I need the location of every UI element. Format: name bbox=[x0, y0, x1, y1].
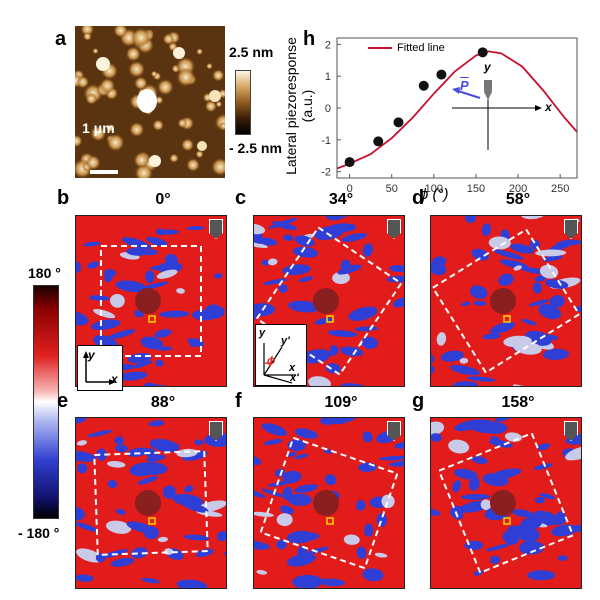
panel-c-angle: 34° bbox=[328, 191, 354, 208]
data-point bbox=[418, 80, 429, 91]
data-point bbox=[393, 117, 404, 128]
data-point bbox=[344, 157, 355, 168]
y-tick-label: -2 bbox=[321, 167, 331, 179]
chart-xlabel: ϕ (°) bbox=[420, 186, 449, 203]
panel-f-angle: 109° bbox=[324, 394, 358, 411]
data-point bbox=[477, 47, 488, 58]
inset-c-phi: ϕ bbox=[267, 355, 276, 367]
y-tick-label: 1 bbox=[325, 71, 331, 83]
x-tick-label: 200 bbox=[509, 183, 527, 195]
sketch-x-label: x bbox=[545, 100, 552, 114]
inset-c-yprime: y' bbox=[281, 335, 290, 347]
inset-axes-c: y y' x x' ϕ bbox=[255, 324, 307, 386]
panel-e-angle: 88° bbox=[150, 394, 176, 411]
data-point bbox=[436, 69, 447, 80]
phase-scale-bottom: - 180 ° bbox=[18, 525, 60, 541]
panel-c-label: c bbox=[235, 187, 247, 209]
y-tick-label: 0 bbox=[325, 103, 331, 115]
inset-axes-b: y x bbox=[77, 345, 123, 391]
legend-line-icon bbox=[368, 47, 392, 49]
polarization-label: P bbox=[460, 78, 469, 93]
sketch-y-label: y bbox=[484, 60, 491, 74]
x-tick-label: 250 bbox=[551, 183, 569, 195]
inset-c-y: y bbox=[259, 327, 266, 339]
x-tick-label: 150 bbox=[467, 183, 485, 195]
panel-e-label: e bbox=[57, 390, 69, 412]
x-tick-label: 50 bbox=[386, 183, 398, 195]
fitted-line bbox=[336, 50, 578, 170]
panel-g-angle: 158° bbox=[501, 394, 535, 411]
phase-map-e bbox=[75, 417, 227, 589]
inset-b-y: y bbox=[88, 348, 95, 362]
panel-h-label: h bbox=[303, 28, 316, 50]
height-scale-top: 2.5 nm bbox=[229, 44, 274, 60]
afm-tip-icon bbox=[209, 219, 223, 239]
probe-sketch bbox=[440, 70, 550, 150]
chart-legend: Fitted line bbox=[368, 42, 445, 54]
height-scale-bottom: - 2.5 nm bbox=[229, 140, 282, 156]
panel-a-label: a bbox=[55, 28, 67, 50]
panel-b-label: b bbox=[57, 187, 70, 209]
phase-colorbar bbox=[33, 285, 59, 519]
inset-c-x: x bbox=[289, 362, 296, 374]
panel-d-label: d bbox=[412, 187, 425, 209]
inset-c-xprime: x' bbox=[290, 372, 299, 384]
data-point bbox=[373, 136, 384, 147]
afm-tip-icon bbox=[387, 421, 401, 441]
x-tick-label: 100 bbox=[425, 183, 443, 195]
panel-b-angle: 0° bbox=[155, 191, 171, 208]
scale-bar-label: 1 μm bbox=[82, 120, 115, 136]
phase-scale-top: 180 ° bbox=[28, 265, 61, 281]
phase-map-f bbox=[253, 417, 405, 589]
inset-b-x: x bbox=[111, 372, 118, 386]
height-colorbar bbox=[235, 70, 251, 135]
afm-topography-image bbox=[75, 26, 225, 178]
afm-tip-icon bbox=[564, 421, 578, 441]
panel-f-label: f bbox=[235, 390, 242, 412]
phase-map-g bbox=[430, 417, 582, 589]
x-tick-label: 0 bbox=[347, 183, 353, 195]
panel-d-angle: 58° bbox=[505, 191, 531, 208]
y-tick-label: 2 bbox=[325, 39, 331, 51]
chart-ylabel-text: Lateral piezoresponse (a.u.) bbox=[283, 37, 315, 175]
legend-label: Fitted line bbox=[397, 42, 445, 54]
phase-map-d bbox=[430, 215, 582, 387]
afm-tip-icon bbox=[209, 421, 223, 441]
y-tick-label: -1 bbox=[321, 135, 331, 147]
chart-ylabel: Lateral piezoresponse (a.u.) bbox=[283, 30, 315, 180]
afm-tip-icon bbox=[564, 219, 578, 239]
panel-g-label: g bbox=[412, 390, 425, 412]
afm-tip-icon bbox=[387, 219, 401, 239]
piezoresponse-chart: 0 50 100 150 200 250 -2 -1 0 1 2 bbox=[292, 30, 592, 208]
